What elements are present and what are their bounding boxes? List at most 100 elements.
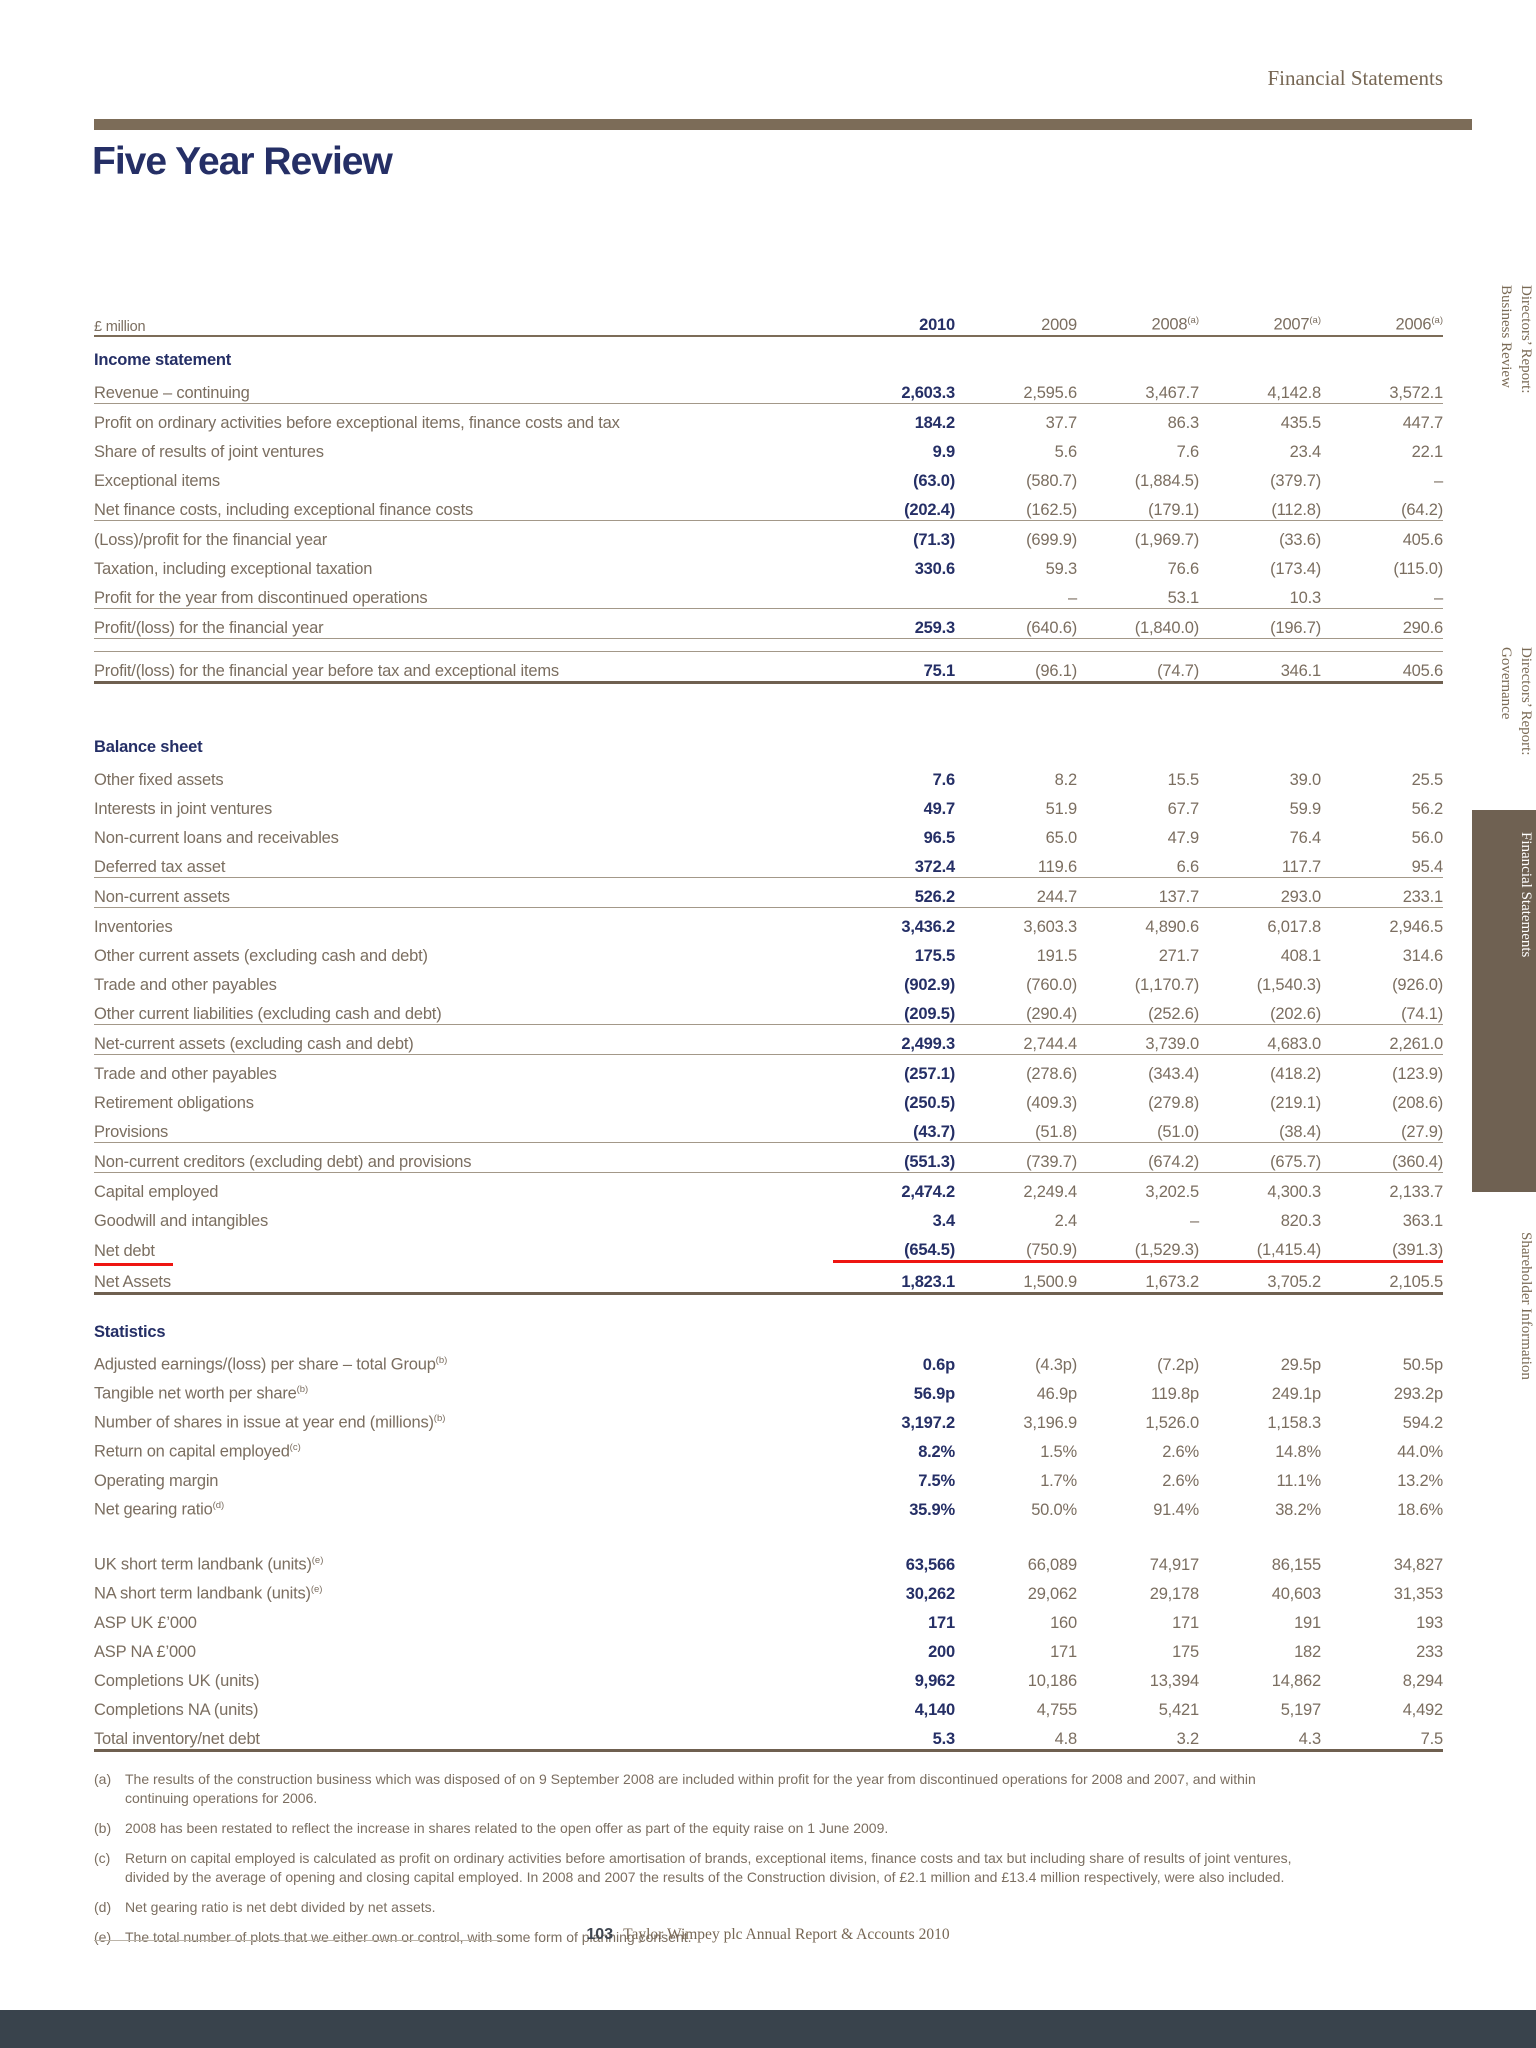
cell-value: 244.7 <box>955 877 1077 908</box>
content: £ million 2010 2009 2008(a) 2007(a) 2006(a) I… <box>94 315 1443 1958</box>
cell-value: 259.3 <box>833 608 955 639</box>
cell-value: 2,744.4 <box>955 1024 1077 1055</box>
cell-value: 2,249.4 <box>1023 1182 1077 1201</box>
cell-value: (4.3p) <box>1035 1355 1077 1374</box>
cell-value: 7.6 <box>932 770 956 789</box>
cell-value: 76.6 <box>1167 559 1200 578</box>
footnote-marker: (d) <box>94 1898 112 1915</box>
footnote: (a) The results of the construction busin… <box>94 1770 1443 1808</box>
page-footer: 103 Taylor Wimpey plc Annual Report & Acc… <box>0 1926 1536 1944</box>
row-label: Revenue – continuing <box>94 373 833 404</box>
table-row: Profit/(loss) for the financial year bef… <box>94 650 1443 684</box>
cell-value: 3,436.2 <box>901 917 955 936</box>
footnote-reference: (a) <box>1431 315 1443 326</box>
footnote: (b) 2008 has been restated to reflect the… <box>94 1819 1443 1838</box>
cell-value: 346.1 <box>1199 650 1321 684</box>
cell-value: (1,840.0) <box>1077 608 1199 639</box>
footnote: (d) Net gearing ratio is net debt divided… <box>94 1898 1443 1917</box>
cell-value: (202.4) <box>833 490 955 521</box>
cell-value: 2,105.5 <box>1321 1261 1443 1295</box>
row-label: Other current liabilities (excluding cas… <box>94 994 833 1025</box>
table-row: Net gearing ratio(d) 35.9% 50.0% 91.4% 38.2%… <box>94 1491 1443 1520</box>
footnote-marker: (a) <box>94 1770 112 1787</box>
cell-value: 7.6 <box>1176 442 1200 461</box>
cell-value: 119.8p <box>1150 1384 1199 1403</box>
row-label: Non-current creditors (excluding debt) a… <box>94 1142 833 1173</box>
sidebar-tab-financial-statements: Financial Statements <box>1472 810 1536 1192</box>
cell-value: 1,500.9 <box>955 1261 1077 1295</box>
cell-value: 4,492 <box>1402 1700 1443 1719</box>
cell-value: (750.9) <box>955 1230 1077 1263</box>
cell-value: 184.2 <box>914 413 955 432</box>
net-debt-red-underline: Net debt <box>94 1242 173 1266</box>
cell-value: 56.2 <box>1411 799 1444 818</box>
sidebar-tab-directors-report-governance: Directors’ Report: Governance <box>1472 645 1536 815</box>
cell-value: (551.3) <box>833 1142 955 1173</box>
spacer-cell <box>94 1293 1443 1309</box>
table-row: UK short term landbank (units)(e) 63,566 6… <box>94 1546 1443 1575</box>
cell-value: 8.2% <box>918 1442 955 1461</box>
cell-value: 59.3 <box>1045 559 1078 578</box>
footnote-reference: (a) <box>1309 315 1321 326</box>
footer-rule <box>94 1940 500 1941</box>
page-number: 103 <box>586 1926 614 1943</box>
table-row: Interests in joint ventures 49.7 51.9 67.7 5… <box>94 790 1443 819</box>
sidebar-tab-label: Directors’ Report: <box>1518 647 1534 756</box>
cell-value: (173.4) <box>1270 559 1321 578</box>
cell-value: 8.2 <box>1054 770 1078 789</box>
table-row: Total inventory/net debt 5.3 4.8 3.2 4.3 7.5 <box>94 1719 1443 1752</box>
bottom-bar <box>0 2010 1536 2048</box>
cell-value: 31,353 <box>1393 1584 1443 1603</box>
row-label: Goodwill and intangibles <box>94 1211 269 1230</box>
footnote-reference: (d) <box>212 1500 225 1511</box>
cell-value: (33.6) <box>1279 530 1321 549</box>
cell-value: 7.5% <box>918 1471 955 1490</box>
section-heading-row: Balance sheet <box>94 724 1443 761</box>
row-label: Share of results of joint ventures <box>94 442 324 461</box>
cell-value: 175.5 <box>914 946 955 965</box>
table-row: Provisions (43.7) (51.8) (51.0) (38.4) (27.9) <box>94 1112 1443 1143</box>
table-row: Goodwill and intangibles 3.4 2.4 – 820.3 363.… <box>94 1202 1443 1231</box>
cell-value: 46.9p <box>1036 1384 1077 1403</box>
table-row: NA short term landbank (units)(e) 30,262 2… <box>94 1575 1443 1604</box>
cell-value: (74.1) <box>1321 994 1443 1025</box>
spacer-cell <box>94 682 1443 724</box>
year-column-header: 2008(a) <box>1077 315 1199 337</box>
table-row: Trade and other payables (902.9) (760.0) (1… <box>94 966 1443 995</box>
footnote-reference: (b) <box>433 1413 446 1424</box>
cell-value: 35.9% <box>909 1500 955 1519</box>
cell-value: (202.6) <box>1199 994 1321 1025</box>
sidebar-tab-label: Governance <box>1498 647 1514 720</box>
cell-value: 15.5 <box>1167 770 1200 789</box>
cell-value: (63.0) <box>913 471 955 490</box>
cell-value: 4,142.8 <box>1199 373 1321 404</box>
cell-value: 76.4 <box>1289 828 1322 847</box>
table-row: Net debt (654.5) (750.9) (1,529.3) (1,415.4)… <box>94 1230 1443 1266</box>
cell-value: 3,196.9 <box>1023 1413 1077 1432</box>
cell-value: 14,862 <box>1271 1671 1321 1690</box>
section-heading: Statistics <box>94 1322 166 1341</box>
cell-value: – <box>955 578 1077 609</box>
table-row: Other fixed assets 7.6 8.2 15.5 39.0 25.5 <box>94 761 1443 790</box>
cell-value: (208.6) <box>1392 1093 1443 1112</box>
cell-value: (123.9) <box>1392 1064 1443 1083</box>
row-label: Interests in joint ventures <box>94 799 273 818</box>
row-spacer <box>94 1520 1443 1546</box>
cell-value: 526.2 <box>833 877 955 908</box>
table-row: Profit/(loss) for the financial year 259.… <box>94 608 1443 639</box>
cell-value: 594.2 <box>1402 1413 1443 1432</box>
cell-value: 5,421 <box>1158 1700 1199 1719</box>
table-row: Completions UK (units) 9,962 10,186 13,394 1… <box>94 1662 1443 1691</box>
cell-value: 95.4 <box>1321 847 1443 878</box>
cell-value: 0.6p <box>922 1355 955 1374</box>
cell-value: (71.3) <box>913 530 955 549</box>
cell-value: (209.5) <box>833 994 955 1025</box>
cell-value: 191.5 <box>1036 946 1077 965</box>
cell-value: 23.4 <box>1289 442 1322 461</box>
cell-value: 820.3 <box>1280 1211 1321 1230</box>
cell-value: 182 <box>1294 1642 1321 1661</box>
table-row: ASP UK £’000 171 160 171 191 193 <box>94 1604 1443 1633</box>
table-row: Non-current creditors (excluding debt) a… <box>94 1142 1443 1173</box>
row-label: Other current assets (excluding cash and… <box>94 946 428 965</box>
cell-value: 91.4% <box>1153 1500 1199 1519</box>
